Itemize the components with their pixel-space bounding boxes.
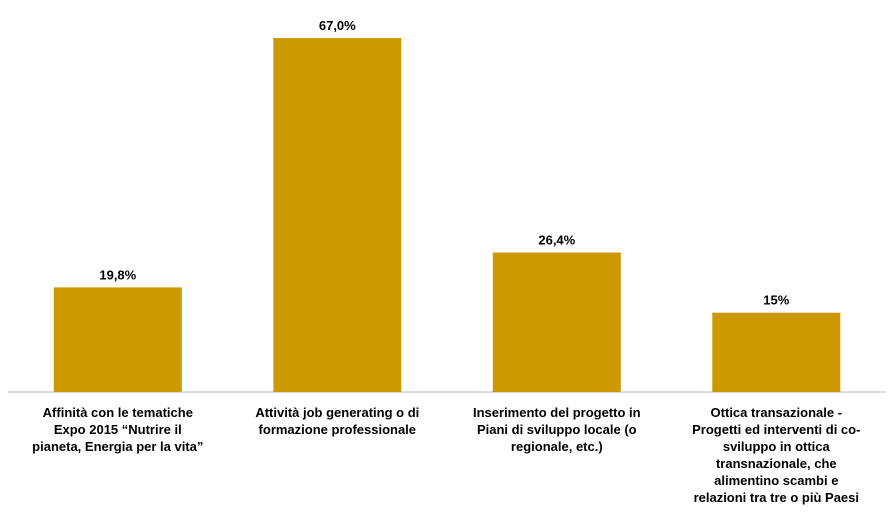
category-label-4-line-2: Progetti ed interventi di co- — [692, 422, 860, 437]
value-label-2: 67,0% — [319, 18, 356, 33]
category-label-4-line-1: Ottica transazionale - — [711, 405, 842, 420]
bar-3 — [492, 252, 621, 392]
bar-2 — [273, 38, 402, 392]
category-label-1-line-2: Expo 2015 “Nutrire il — [54, 422, 182, 437]
category-label-3-line-2: Piani di sviluppo locale (o — [477, 422, 637, 437]
bar-1 — [53, 287, 182, 392]
category-label-4-line-4: transnazionale, che — [716, 456, 837, 471]
category-label-2: Attività job generating o di formazione p… — [255, 405, 419, 437]
category-label-3-line-1: Inserimento del progetto in — [473, 405, 641, 420]
category-label-4-line-5: alimentino scambi e — [714, 473, 838, 488]
value-label-4: 15% — [763, 293, 789, 308]
category-label-4-line-3: sviluppo in ottica — [723, 439, 831, 454]
category-labels-group: Affinità con le tematiche Expo 2015 “Nutr… — [32, 405, 860, 505]
category-label-4: Ottica transazionale - Progetti ed interv… — [692, 405, 860, 505]
category-label-1-line-1: Affinità con le tematiche — [43, 405, 193, 420]
category-label-1-line-3: pianeta, Energia per la vita” — [32, 439, 203, 454]
category-label-1: Affinità con le tematiche Expo 2015 “Nutr… — [32, 405, 203, 454]
category-label-3: Inserimento del progetto in Piani di svil… — [473, 405, 641, 454]
value-label-1: 19,8% — [99, 267, 136, 282]
bars-group — [53, 38, 841, 392]
category-label-4-line-6: relazioni tra tre o più Paesi — [694, 490, 859, 505]
category-label-2-line-1: Attività job generating o di — [255, 405, 419, 420]
category-label-3-line-3: regionale, etc.) — [511, 439, 603, 454]
value-labels-group: 19,8% 67,0% 26,4% 15% — [99, 18, 789, 308]
category-label-2-line-2: formazione professionale — [259, 422, 416, 437]
bar-4 — [712, 312, 841, 392]
value-label-3: 26,4% — [538, 233, 575, 248]
